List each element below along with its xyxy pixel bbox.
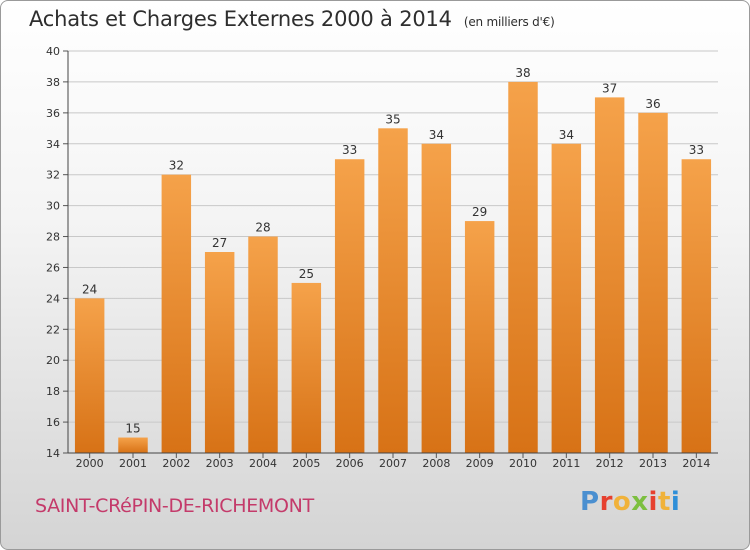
y-tick-label: 28 bbox=[46, 231, 60, 244]
x-tick-label: 2005 bbox=[292, 457, 320, 470]
data-label: 32 bbox=[169, 159, 184, 173]
bar bbox=[118, 437, 148, 453]
bar bbox=[74, 298, 105, 453]
data-label: 24 bbox=[82, 282, 97, 296]
y-tick-label: 32 bbox=[46, 169, 60, 182]
x-tick-label: 2012 bbox=[596, 457, 624, 470]
bar bbox=[551, 143, 582, 453]
data-label: 15 bbox=[125, 422, 140, 436]
bar bbox=[161, 174, 192, 453]
bars bbox=[74, 81, 712, 454]
y-tick-label: 30 bbox=[46, 200, 60, 213]
logo-letter: i bbox=[648, 487, 658, 517]
x-tick-label: 2002 bbox=[162, 457, 190, 470]
bar bbox=[291, 282, 322, 453]
x-tick-label: 2014 bbox=[682, 457, 710, 470]
y-tick-label: 14 bbox=[46, 447, 60, 460]
y-tick-label: 26 bbox=[46, 261, 60, 274]
y-tick-labels: 14 16 18 20 22 24 26 28 30 32 34 36 38 40 bbox=[46, 45, 60, 460]
x-tick-label: 2013 bbox=[639, 457, 667, 470]
data-label: 28 bbox=[255, 221, 270, 235]
bar bbox=[248, 236, 278, 453]
commune-name: SAINT-CRéPIN-DE-RICHEMONT bbox=[35, 495, 314, 517]
data-label: 37 bbox=[602, 81, 617, 95]
data-label: 27 bbox=[212, 236, 227, 250]
data-label: 33 bbox=[689, 143, 704, 157]
logo-letter: t bbox=[657, 487, 671, 517]
y-tick-label: 36 bbox=[46, 107, 60, 120]
logo-letter: x bbox=[631, 487, 649, 517]
y-tick-label: 18 bbox=[46, 385, 60, 398]
x-tick-labels: 2000 2001 2002 2003 2004 2005 2006 2007 2008 2009… bbox=[76, 453, 710, 470]
data-label: 25 bbox=[299, 267, 314, 281]
chart-subtitle: (en milliers d'€) bbox=[463, 15, 555, 29]
data-labels: 24 15 32 27 28 25 33 35 34 29 38 34 37 36 33 bbox=[82, 66, 704, 436]
data-label: 33 bbox=[342, 143, 357, 157]
data-label: 36 bbox=[645, 97, 660, 111]
x-tick-label: 2006 bbox=[336, 457, 364, 470]
proxiti-logo: Proxiti bbox=[580, 487, 680, 517]
x-tick-label: 2010 bbox=[509, 457, 537, 470]
x-tick-label: 2001 bbox=[119, 457, 147, 470]
bar bbox=[334, 159, 365, 453]
chart-title-text: Achats et Charges Externes 2000 à 2014 bbox=[29, 7, 452, 31]
y-tick-label: 40 bbox=[46, 45, 60, 58]
logo-letter: o bbox=[612, 487, 632, 517]
x-tick-label: 2000 bbox=[76, 457, 104, 470]
y-tick-label: 34 bbox=[46, 138, 60, 151]
bar bbox=[594, 97, 625, 453]
bar bbox=[464, 221, 495, 453]
logo-letter: r bbox=[599, 487, 613, 517]
y-tick-label: 38 bbox=[46, 76, 60, 89]
bar bbox=[508, 81, 538, 453]
bar bbox=[638, 112, 668, 453]
bar bbox=[378, 128, 408, 454]
x-tick-label: 2003 bbox=[206, 457, 234, 470]
y-tick-label: 22 bbox=[46, 323, 60, 336]
data-label: 29 bbox=[472, 205, 487, 219]
data-label: 34 bbox=[429, 128, 444, 142]
x-tick-label: 2008 bbox=[422, 457, 450, 470]
x-tick-label: 2007 bbox=[379, 457, 407, 470]
x-tick-label: 2009 bbox=[466, 457, 494, 470]
data-label: 35 bbox=[385, 112, 400, 126]
y-tick-label: 16 bbox=[46, 416, 60, 429]
x-tick-label: 2004 bbox=[249, 457, 277, 470]
data-label: 38 bbox=[515, 66, 530, 80]
y-tick-label: 24 bbox=[46, 292, 60, 305]
x-tick-label: 2011 bbox=[552, 457, 580, 470]
data-label: 34 bbox=[559, 128, 574, 142]
logo-letter: i bbox=[670, 487, 681, 517]
logo-letter: P bbox=[580, 487, 600, 517]
chart-title: Achats et Charges Externes 2000 à 2014 (e… bbox=[29, 7, 555, 31]
bar bbox=[204, 252, 235, 453]
bar bbox=[681, 159, 712, 453]
y-tick-label: 20 bbox=[46, 354, 60, 367]
bar bbox=[421, 143, 452, 453]
